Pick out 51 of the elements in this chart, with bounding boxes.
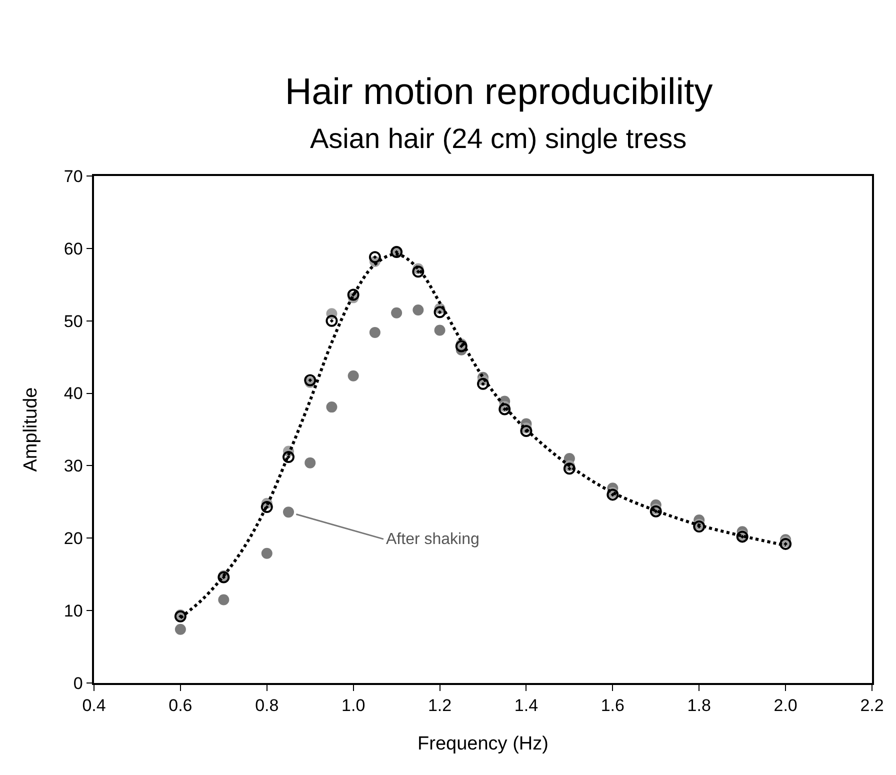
point bbox=[326, 314, 338, 327]
point bbox=[326, 402, 338, 413]
x-tick-label: 1.6 bbox=[600, 696, 624, 716]
point bbox=[174, 624, 186, 635]
point bbox=[304, 457, 316, 468]
x-tick-label: 2.0 bbox=[774, 696, 798, 716]
y-tick-label: 30 bbox=[64, 456, 83, 476]
x-tick-label: 1.8 bbox=[687, 696, 711, 716]
y-tick-label: 0 bbox=[73, 674, 83, 693]
point bbox=[434, 324, 446, 336]
x-tick-label: 1.0 bbox=[342, 696, 366, 716]
point bbox=[347, 288, 360, 301]
x-tick-label: 1.2 bbox=[428, 696, 452, 716]
y-axis-title: Amplitude bbox=[20, 387, 42, 472]
point bbox=[434, 306, 446, 318]
point bbox=[282, 451, 294, 464]
x-tick-label: 2.2 bbox=[860, 696, 884, 716]
point bbox=[520, 424, 532, 437]
y-tick-label: 20 bbox=[64, 529, 83, 548]
point bbox=[391, 307, 402, 318]
point bbox=[693, 520, 706, 533]
point bbox=[563, 462, 576, 475]
point bbox=[650, 505, 662, 518]
x-axis-title: Frequency (Hz) bbox=[418, 733, 548, 754]
y-tick-label: 40 bbox=[64, 384, 83, 404]
point bbox=[304, 374, 316, 386]
y-tick-label: 60 bbox=[64, 239, 83, 258]
annotation: After shaking bbox=[386, 531, 480, 548]
point bbox=[412, 266, 424, 278]
point bbox=[218, 594, 230, 606]
point bbox=[477, 378, 489, 390]
chart-title: Hair motion reproducibility bbox=[285, 71, 714, 112]
point bbox=[455, 340, 468, 352]
y-tick-label: 10 bbox=[64, 602, 83, 621]
x-tick-label: 0.8 bbox=[255, 696, 279, 716]
point bbox=[348, 370, 359, 382]
point bbox=[260, 501, 273, 513]
point bbox=[412, 304, 424, 316]
y-tick-label: 50 bbox=[64, 312, 83, 331]
point bbox=[369, 326, 380, 338]
x-tick-label: 1.4 bbox=[514, 696, 538, 716]
x-tick-label: 0.6 bbox=[168, 696, 192, 716]
chart-subtitle: Asian hair (24 cm) single tress bbox=[310, 123, 687, 154]
point bbox=[261, 548, 272, 559]
point bbox=[283, 506, 294, 518]
point bbox=[498, 403, 511, 416]
y-tick-label: 70 bbox=[64, 166, 83, 186]
point bbox=[606, 488, 619, 501]
point bbox=[780, 538, 792, 550]
point bbox=[368, 251, 381, 264]
x-tick-label: 0.4 bbox=[82, 696, 106, 716]
